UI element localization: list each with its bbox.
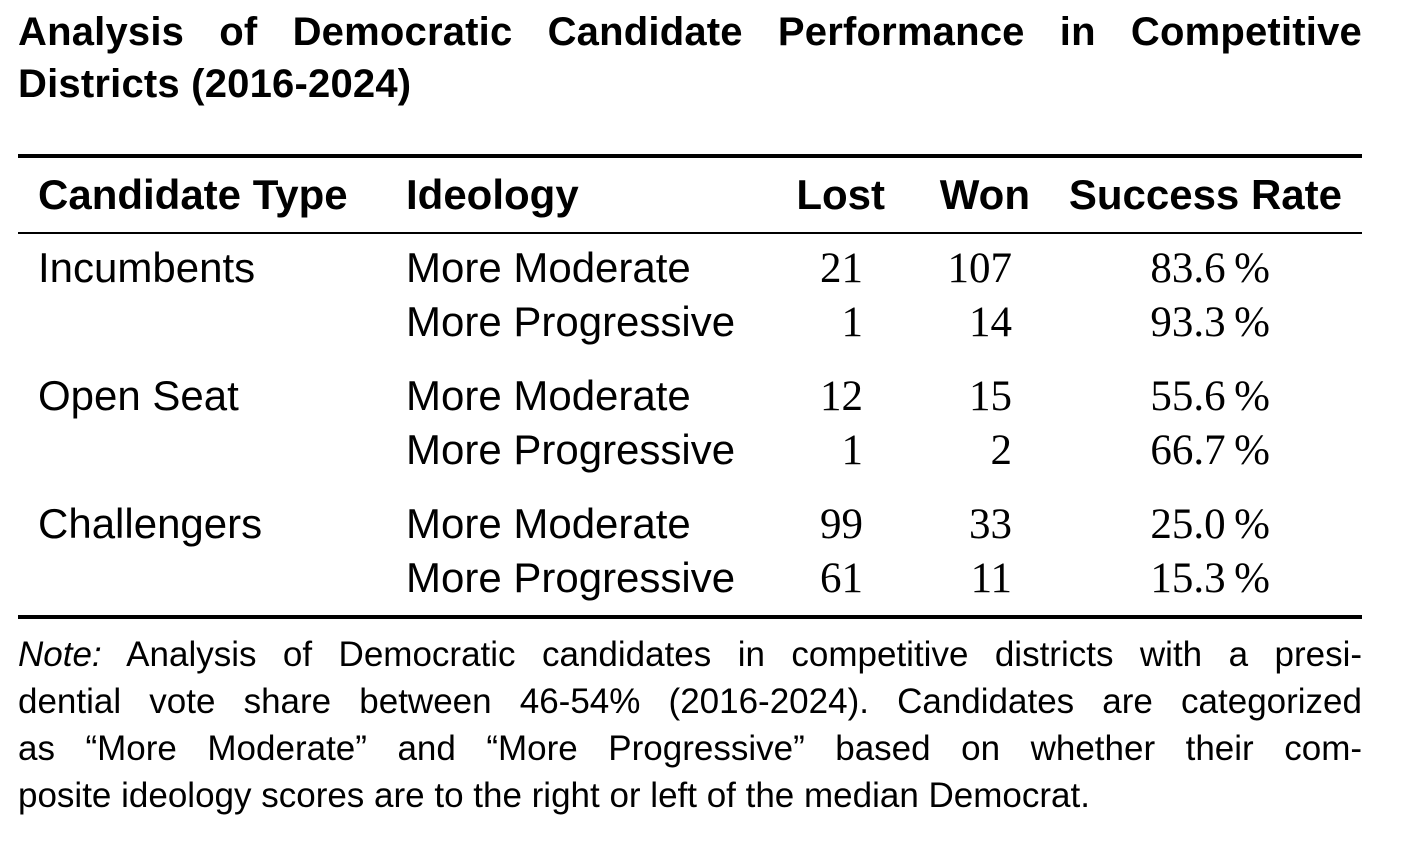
group-spacer [18, 349, 1362, 369]
won-cell: 107 [947, 245, 1013, 292]
lost-cell: 1 [841, 427, 864, 474]
candidate-type-cell: Incumbents [38, 244, 256, 291]
candidate-type-cell [18, 295, 406, 349]
lost-cell: 1 [841, 299, 864, 346]
success-rate-cell: 15.3 % [1150, 555, 1270, 602]
success-rate-cell: 93.3 % [1150, 299, 1270, 346]
group-spacer [18, 477, 1362, 497]
column-header-success-rate: Success Rate [1068, 171, 1342, 218]
ideology-cell: More Progressive [406, 298, 736, 345]
column-header-ideology: Ideology [406, 171, 579, 218]
won-cell: 11 [970, 555, 1012, 602]
table-header-row: Candidate Type Ideology Lost Won Success… [18, 156, 1362, 233]
success-rate-cell: 83.6 % [1150, 245, 1270, 292]
success-rate-cell: 25.0 % [1150, 501, 1270, 548]
results-table: Candidate Type Ideology Lost Won Success… [18, 154, 1362, 619]
ideology-cell: More Progressive [406, 554, 736, 601]
note-line-3: as “More Moderate” and “More Progressive… [18, 729, 1362, 768]
page-title: Analysis of Democratic Candidate Perform… [18, 6, 1362, 110]
column-header-lost: Lost [796, 171, 885, 218]
candidate-type-cell [18, 551, 406, 605]
won-cell: 15 [969, 373, 1012, 420]
won-cell: 2 [990, 427, 1013, 474]
note-label: Note: [18, 635, 102, 674]
column-header-candidate-type: Candidate Type [38, 171, 348, 218]
note-line-4: posite ideology scores are to the right … [18, 776, 1090, 815]
lost-cell: 12 [820, 373, 863, 420]
table-bottom-spacer [18, 605, 1362, 617]
lost-cell: 61 [820, 555, 863, 602]
ideology-cell: More Moderate [406, 372, 691, 419]
table-note: Note: Analysis of Democratic candidates … [18, 631, 1362, 819]
candidate-type-cell: Challengers [38, 500, 263, 547]
column-header-won: Won [939, 171, 1030, 218]
lost-cell: 21 [820, 245, 863, 292]
title-line-2: Districts (2016-2024) [18, 62, 412, 106]
table-row: Incumbents More Moderate 21 107 83.6 % [18, 233, 1362, 295]
table-row: Challengers More Moderate 99 33 25.0 % [18, 497, 1362, 551]
ideology-cell: More Progressive [406, 426, 736, 473]
success-rate-cell: 55.6 % [1150, 373, 1270, 420]
candidate-type-cell [18, 423, 406, 477]
lost-cell: 99 [820, 501, 863, 548]
table-row: Open Seat More Moderate 12 15 55.6 % [18, 369, 1362, 423]
note-line-1: Note: Analysis of Democratic candidates … [18, 631, 1362, 678]
title-line-1: Analysis of Democratic Candidate Perform… [18, 10, 1362, 54]
ideology-cell: More Moderate [406, 244, 691, 291]
table-row: More Progressive 61 11 15.3 % [18, 551, 1362, 605]
page: Analysis of Democratic Candidate Perform… [18, 6, 1362, 819]
table-row: More Progressive 1 2 66.7 % [18, 423, 1362, 477]
success-rate-cell: 66.7 % [1150, 427, 1270, 474]
table-row: More Progressive 1 14 93.3 % [18, 295, 1362, 349]
ideology-cell: More Moderate [406, 500, 691, 547]
candidate-type-cell: Open Seat [38, 372, 239, 419]
won-cell: 14 [969, 299, 1012, 346]
note-line-1-text: Analysis of Democratic candidates in com… [101, 635, 1362, 674]
won-cell: 33 [969, 501, 1012, 548]
note-line-2: dential vote share between 46-54% (2016-… [18, 682, 1362, 721]
